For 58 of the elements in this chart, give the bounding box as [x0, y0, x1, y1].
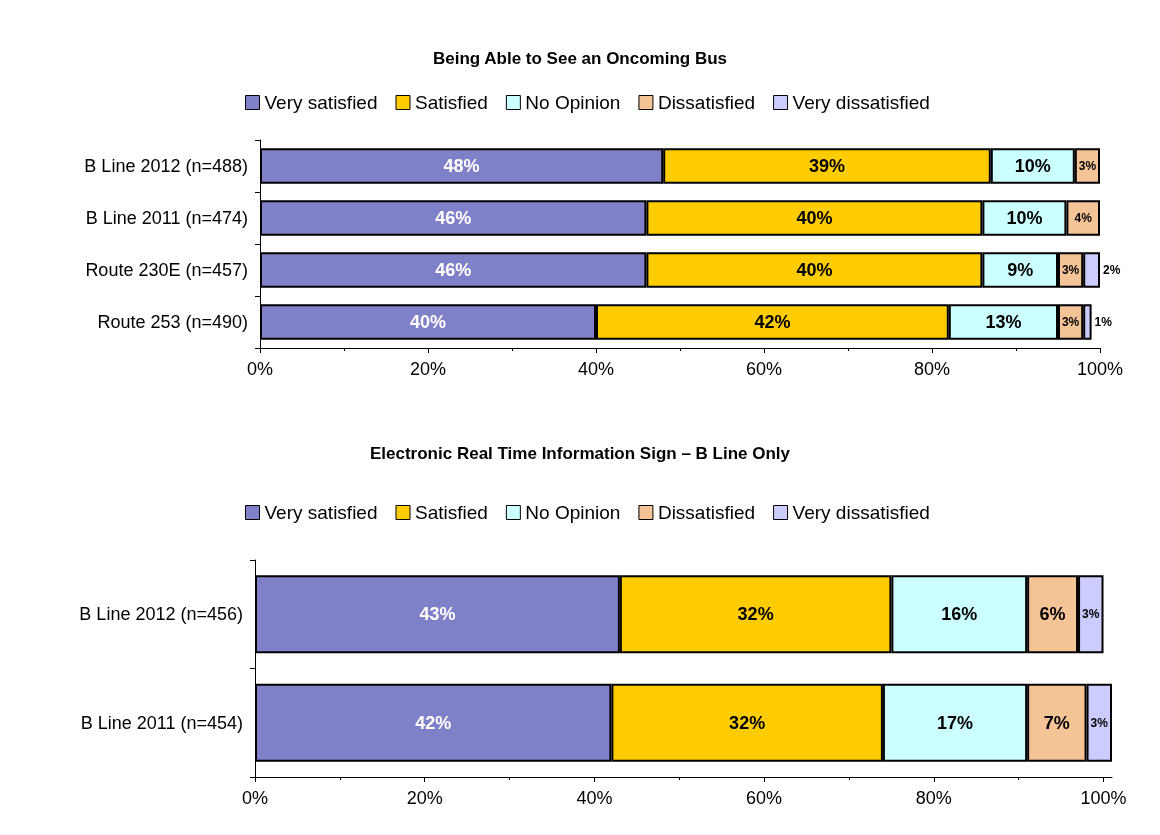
- legend-label: Very satisfied: [264, 92, 378, 113]
- x-tick-label: 40%: [576, 788, 613, 808]
- y-tick-label: B Line 2011 (n=474): [85, 208, 248, 228]
- data-label: 32%: [729, 712, 766, 733]
- data-label: 3%: [1061, 315, 1080, 329]
- legend-label: No Opinion: [525, 502, 621, 523]
- data-label: 13%: [985, 312, 1022, 332]
- x-tick-label: 80%: [915, 788, 952, 808]
- data-label: 46%: [435, 208, 472, 228]
- x-tick-label: 100%: [1076, 359, 1124, 379]
- data-label: 46%: [435, 260, 472, 280]
- data-label: 10%: [1014, 156, 1051, 176]
- data-label: 48%: [443, 156, 480, 176]
- y-tick-label: Route 230E (n=457): [85, 260, 248, 280]
- data-label: 3%: [1090, 715, 1109, 730]
- y-tick-label: Route 253 (n=490): [97, 312, 248, 332]
- data-label: 2%: [1103, 263, 1121, 277]
- legend-label: Very dissatisfied: [792, 92, 930, 113]
- data-label: 6%: [1039, 604, 1066, 625]
- x-tick-label: 20%: [406, 788, 443, 808]
- data-label: 10%: [1006, 208, 1043, 228]
- x-tick-label: 60%: [745, 359, 783, 379]
- x-tick-label: 40%: [577, 359, 615, 379]
- data-label: 40%: [796, 208, 833, 228]
- data-label: 39%: [808, 156, 846, 176]
- legend-label: Very satisfied: [264, 502, 378, 523]
- legend-label: Dissatisfied: [657, 92, 756, 113]
- x-tick-label: 0%: [241, 788, 269, 808]
- x-tick-label: 60%: [746, 788, 783, 808]
- data-label: 1%: [1094, 315, 1113, 329]
- data-label: 4%: [1074, 211, 1093, 225]
- y-tick-label: B Line 2012 (n=456): [79, 604, 243, 625]
- legend-label: Satisfied: [415, 502, 488, 523]
- chart-title: Electronic Real Time Information Sign – B Line Only: [369, 444, 791, 463]
- data-label: 32%: [737, 604, 774, 625]
- data-label: 42%: [754, 312, 791, 332]
- y-tick-label: B Line 2011 (n=454): [80, 712, 243, 733]
- data-label: 40%: [796, 260, 833, 280]
- legend-label: Very dissatisfied: [792, 502, 930, 523]
- legend-label: No Opinion: [525, 92, 621, 113]
- x-tick-label: 20%: [409, 359, 447, 379]
- data-label: 16%: [941, 604, 978, 625]
- x-tick-label: 80%: [913, 359, 951, 379]
- data-label: 17%: [937, 712, 974, 733]
- x-tick-label: 0%: [246, 359, 274, 379]
- data-label: 7%: [1043, 712, 1070, 733]
- data-label: 3%: [1061, 263, 1080, 277]
- data-label: 3%: [1078, 159, 1097, 173]
- data-label: 3%: [1082, 607, 1100, 622]
- legend-label: Satisfied: [415, 92, 488, 113]
- legend-label: Dissatisfied: [657, 502, 756, 523]
- x-tick-label: 100%: [1080, 788, 1127, 808]
- y-tick-label: B Line 2012 (n=488): [84, 156, 248, 176]
- data-label: 42%: [415, 712, 452, 733]
- data-label: 40%: [409, 312, 447, 332]
- data-label: 43%: [419, 604, 456, 625]
- chart-title: Being Able to See an Oncoming Bus: [432, 49, 728, 68]
- data-label: 9%: [1007, 260, 1034, 280]
